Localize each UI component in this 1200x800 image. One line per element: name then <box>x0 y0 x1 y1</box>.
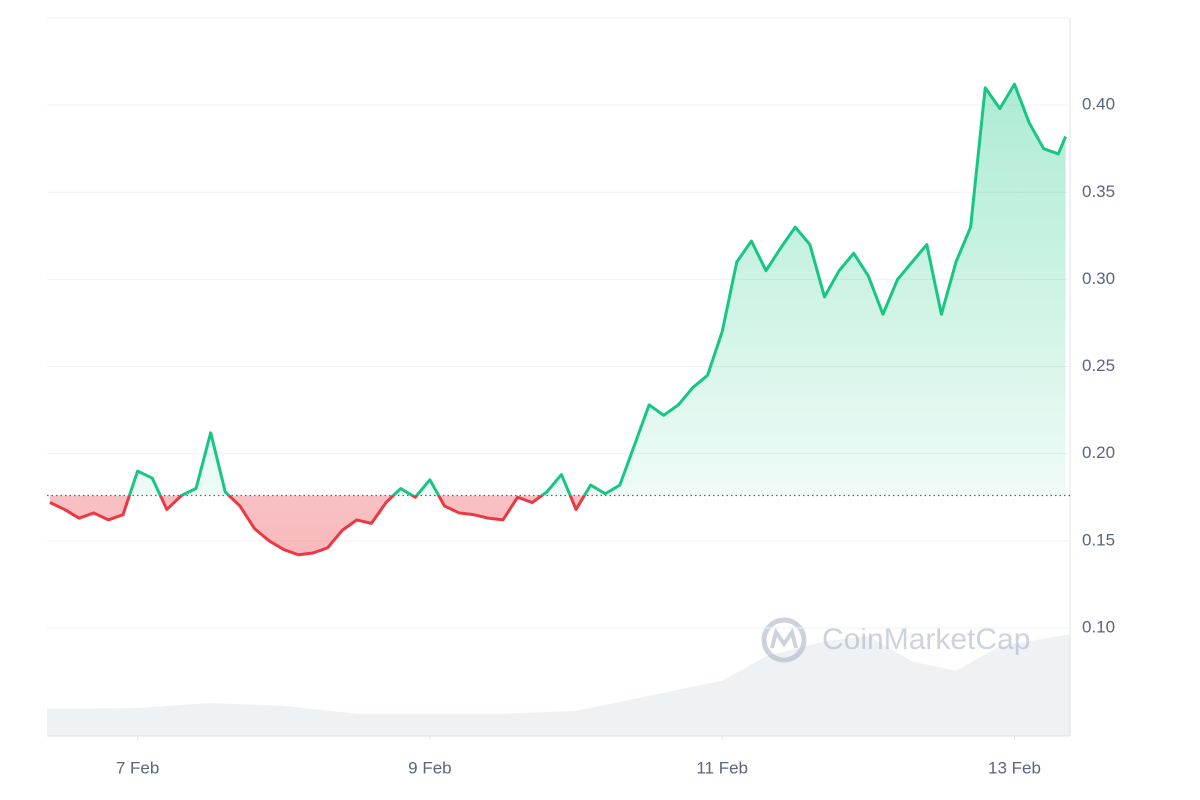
y-tick-label: 0.35 <box>1082 182 1115 201</box>
area-down <box>49 495 1066 555</box>
y-tick-label: 0.30 <box>1082 269 1115 288</box>
x-tick-label: 9 Feb <box>408 758 451 777</box>
area-up <box>129 84 1066 496</box>
x-tick-label: 13 Feb <box>988 758 1041 777</box>
y-tick-label: 0.25 <box>1082 356 1115 375</box>
volume-area <box>47 634 1070 736</box>
x-tick-label: 11 Feb <box>696 758 748 777</box>
y-tick-label: 0.40 <box>1082 95 1115 114</box>
price-line-up <box>127 82 1068 496</box>
y-tick-label: 0.15 <box>1082 530 1115 549</box>
y-tick-label: 0.20 <box>1082 443 1115 462</box>
x-tick-label: 7 Feb <box>116 758 159 777</box>
y-tick-label: 0.10 <box>1082 617 1115 636</box>
